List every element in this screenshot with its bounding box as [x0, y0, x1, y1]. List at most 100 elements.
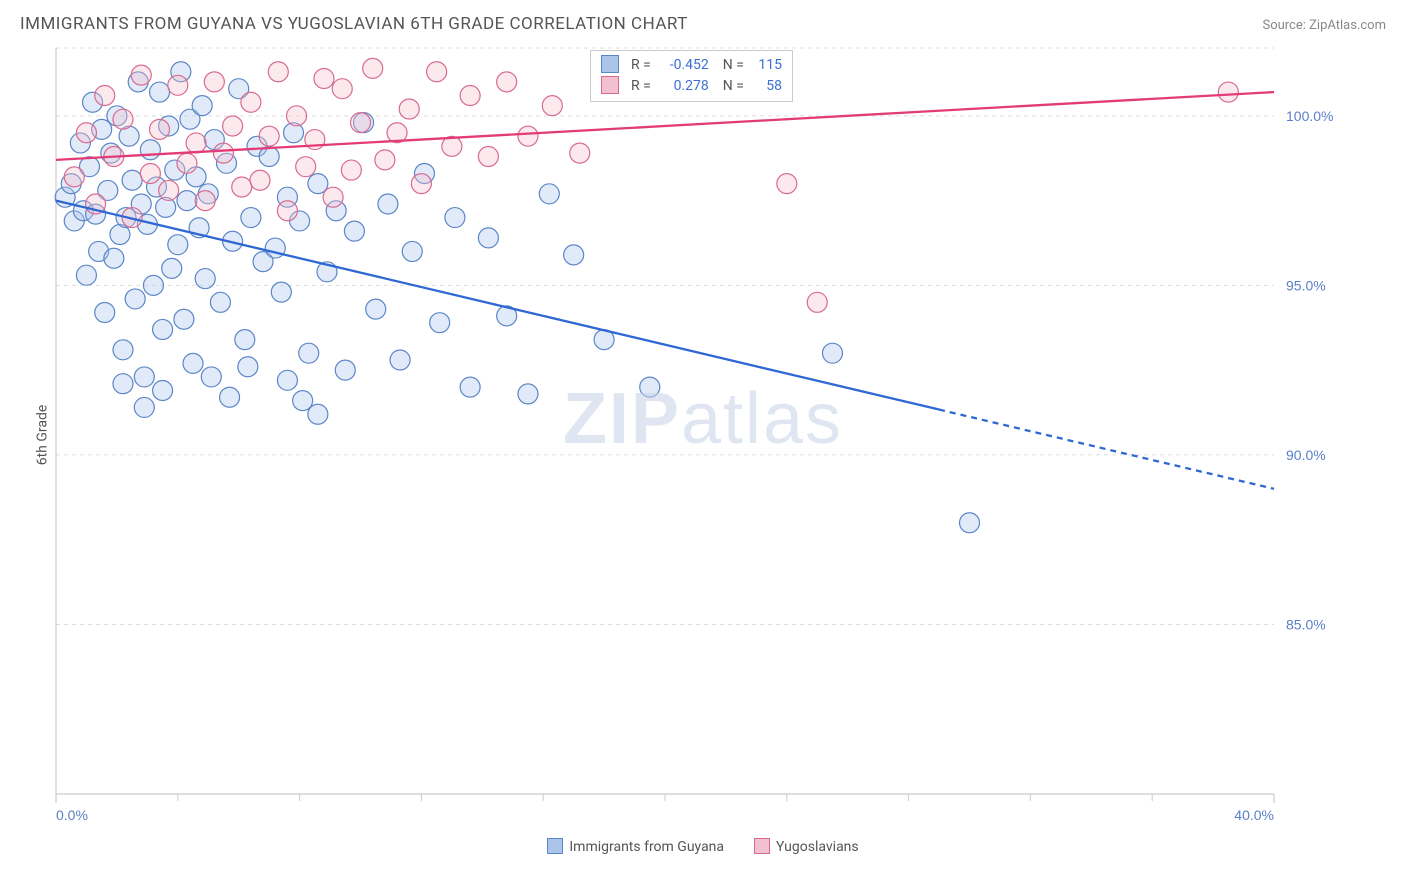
legend-swatch — [754, 838, 770, 854]
data-point — [564, 245, 584, 265]
data-point — [153, 380, 173, 400]
data-point — [1218, 82, 1238, 102]
data-point — [232, 177, 252, 197]
data-point — [822, 343, 842, 363]
data-point — [332, 79, 352, 99]
legend-row: R =-0.452 N =115 — [601, 55, 782, 76]
data-point — [363, 58, 383, 78]
data-point — [177, 191, 197, 211]
data-point — [183, 353, 203, 373]
y-tick-label: 100.0% — [1286, 108, 1333, 124]
legend-n-value: 58 — [748, 76, 782, 97]
source-attribution: Source: ZipAtlas.com — [1262, 18, 1386, 33]
chart-title: IMMIGRANTS FROM GUYANA VS YUGOSLAVIAN 6T… — [20, 14, 688, 34]
data-point — [344, 221, 364, 241]
legend-swatch — [547, 838, 563, 854]
data-point — [125, 289, 145, 309]
data-point — [351, 113, 371, 133]
data-point — [399, 99, 419, 119]
x-tick-label: 0.0% — [56, 807, 88, 823]
data-point — [113, 340, 133, 360]
data-point — [204, 72, 224, 92]
data-point — [378, 194, 398, 214]
data-point — [402, 241, 422, 261]
data-point — [518, 126, 538, 146]
data-point — [238, 357, 258, 377]
data-point — [76, 265, 96, 285]
legend-n-label: N = — [723, 57, 744, 73]
legend-n-label: N = — [723, 78, 744, 94]
data-point — [445, 208, 465, 228]
header: IMMIGRANTS FROM GUYANA VS YUGOSLAVIAN 6T… — [0, 0, 1406, 40]
data-point — [192, 96, 212, 116]
data-point — [308, 404, 328, 424]
data-point — [159, 180, 179, 200]
data-point — [186, 133, 206, 153]
data-point — [277, 370, 297, 390]
data-point — [210, 292, 230, 312]
legend-r-value: 0.278 — [655, 76, 709, 97]
legend-item: Yugoslavians — [754, 838, 859, 855]
data-point — [134, 397, 154, 417]
data-point — [640, 377, 660, 397]
data-point — [777, 174, 797, 194]
data-point — [140, 140, 160, 160]
data-point — [375, 150, 395, 170]
legend-swatch — [601, 76, 619, 94]
legend-row: R =0.278 N =58 — [601, 76, 782, 97]
y-tick-label: 85.0% — [1286, 616, 1326, 632]
data-point — [134, 367, 154, 387]
y-tick-label: 95.0% — [1286, 277, 1326, 293]
data-point — [213, 143, 233, 163]
data-point — [143, 275, 163, 295]
data-point — [430, 313, 450, 333]
data-point — [168, 235, 188, 255]
data-point — [366, 299, 386, 319]
data-point — [807, 292, 827, 312]
source-name: ZipAtlas.com — [1309, 18, 1386, 33]
legend-item: Immigrants from Guyana — [547, 838, 724, 855]
y-axis-label: 6th Grade — [34, 405, 50, 466]
data-point — [131, 65, 151, 85]
data-point — [201, 367, 221, 387]
data-point — [113, 374, 133, 394]
data-point — [460, 85, 480, 105]
chart-container: 6th Grade 0.0% 40.0% 85.0% 90.0% 95.0% 100.0%… — [20, 40, 1386, 830]
data-point — [271, 282, 291, 302]
data-point — [150, 82, 170, 102]
data-point — [150, 119, 170, 139]
legend-r-label: R = — [631, 78, 651, 94]
data-point — [287, 106, 307, 126]
legend-n-value: 115 — [748, 55, 782, 76]
data-point — [518, 384, 538, 404]
legend-label: Immigrants from Guyana — [569, 839, 724, 855]
data-point — [220, 387, 240, 407]
data-point — [427, 62, 447, 82]
data-point — [497, 72, 517, 92]
data-point — [411, 174, 431, 194]
data-point — [76, 123, 96, 143]
legend-r-value: -0.452 — [655, 55, 709, 76]
data-point — [113, 109, 133, 129]
data-point — [478, 228, 498, 248]
legend-label: Yugoslavians — [776, 839, 859, 855]
y-tick-label: 90.0% — [1286, 447, 1326, 463]
data-point — [314, 69, 334, 89]
data-point — [277, 201, 297, 221]
data-point — [95, 302, 115, 322]
data-point — [478, 147, 498, 167]
legend-r-label: R = — [631, 57, 651, 73]
x-tick-label: 40.0% — [1234, 807, 1274, 823]
data-point — [153, 319, 173, 339]
data-point — [64, 167, 84, 187]
data-point — [268, 62, 288, 82]
data-point — [241, 208, 261, 228]
data-point — [95, 85, 115, 105]
data-point — [177, 153, 197, 173]
data-point — [235, 330, 255, 350]
data-point — [223, 116, 243, 136]
data-point — [539, 184, 559, 204]
data-point — [296, 157, 316, 177]
legend-swatch — [601, 55, 619, 73]
series-legend: Immigrants from Guyana Yugoslavians — [0, 830, 1406, 855]
